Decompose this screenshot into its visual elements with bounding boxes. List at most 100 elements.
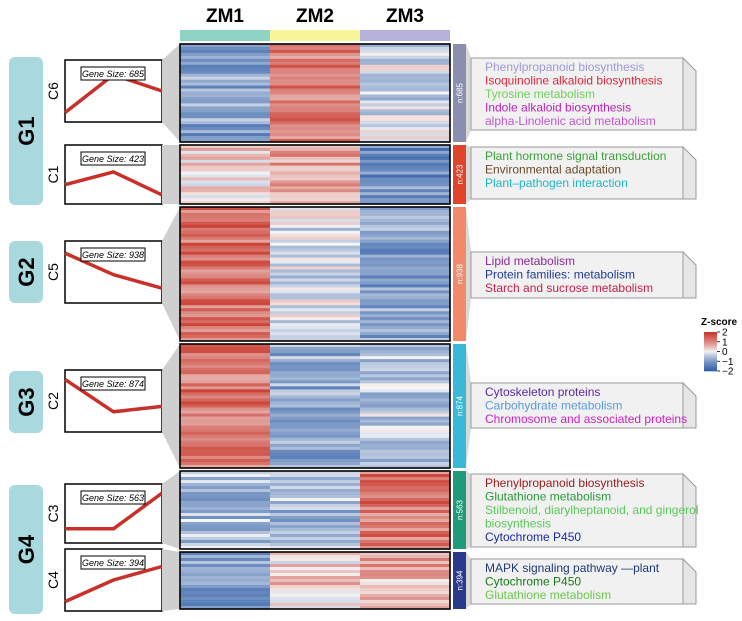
heat-cell-c2 <box>360 353 450 357</box>
cluster-n-label-c5: n:938 <box>456 263 465 284</box>
heat-cell-c1 <box>180 147 270 152</box>
heat-cell-c5 <box>180 245 270 250</box>
wedge-right-c5 <box>466 207 471 341</box>
gene-size-label-c4: Gene Size: 394 <box>82 558 144 568</box>
heat-cell-c6 <box>360 121 450 125</box>
heat-cell-c2 <box>360 359 450 363</box>
heat-cell-c5 <box>180 207 270 211</box>
heat-cell-c2 <box>270 407 360 412</box>
heat-cell-c5 <box>360 251 450 256</box>
term-c3-4: Cytochrome P450 <box>485 530 581 544</box>
heat-cell-c2 <box>180 359 270 363</box>
heat-cell-c1 <box>270 159 360 164</box>
heat-cell-c5 <box>360 326 450 330</box>
cluster-label-c6: C6 <box>45 82 61 100</box>
heat-cell-c1 <box>270 147 360 152</box>
legend-gradient-step <box>704 336 717 339</box>
heat-cell-c6 <box>360 73 450 78</box>
heat-cell-c6 <box>270 127 360 131</box>
heat-cell-c1 <box>360 177 450 181</box>
heat-cell-c6 <box>360 79 450 84</box>
wedge-left-c3 <box>162 471 180 549</box>
heat-cell-c5 <box>180 233 270 238</box>
legend-gradient-step <box>704 352 717 354</box>
heat-cell-c5 <box>270 311 360 315</box>
heat-cell-c2 <box>360 365 450 369</box>
heat-cell-c6 <box>180 94 270 99</box>
heat-cell-c5 <box>180 272 270 277</box>
heat-cell-c1 <box>270 165 360 170</box>
heat-cell-c5 <box>180 338 270 342</box>
heat-cell-c3 <box>270 495 360 499</box>
heat-cell-c6 <box>180 112 270 116</box>
heat-cell-c3 <box>270 474 360 478</box>
heat-cell-c5 <box>180 266 270 271</box>
heat-cell-c6 <box>180 88 270 93</box>
heat-cell-c5 <box>270 323 360 327</box>
heat-cell-c1 <box>180 162 270 167</box>
heat-cell-c2 <box>180 380 270 384</box>
heat-cell-c1 <box>180 171 270 176</box>
heat-cell-c5 <box>180 317 270 321</box>
heat-cell-c5 <box>360 248 450 253</box>
heat-cell-c2 <box>180 347 270 351</box>
heat-cell-c5 <box>270 320 360 324</box>
heat-cell-c4 <box>360 588 450 592</box>
heat-cell-c6 <box>270 52 360 57</box>
term-c1-2: Plant–pathogen interaction <box>485 176 628 190</box>
heat-cell-c1 <box>180 183 270 187</box>
heat-cell-c2 <box>360 404 450 409</box>
heat-cell-c5 <box>270 221 360 226</box>
heat-cell-c6 <box>360 64 450 69</box>
heat-cell-c1 <box>360 159 450 164</box>
legend-gradient-step <box>704 367 717 369</box>
heat-cell-c2 <box>270 350 360 354</box>
term-c6-4: alpha-Linolenic acid metabolism <box>485 114 656 128</box>
gene-size-label-c2: Gene Size: 874 <box>82 379 144 389</box>
heat-cell-c6 <box>180 64 270 69</box>
heat-cell-c5 <box>180 329 270 333</box>
heat-cell-c1 <box>270 186 360 190</box>
heat-cell-c6 <box>360 46 450 51</box>
heat-cell-c1 <box>360 162 450 167</box>
heat-cell-c5 <box>180 251 270 256</box>
wedge-left-c2 <box>162 344 180 468</box>
heat-cell-c5 <box>270 296 360 300</box>
heat-cell-c6 <box>360 52 450 57</box>
term-c6-3: Indole alkaloid biosynthesis <box>485 101 631 115</box>
heat-cell-c6 <box>270 58 360 63</box>
heat-cell-c5 <box>270 278 360 283</box>
heat-cell-c1 <box>180 177 270 181</box>
heat-cell-c4 <box>180 585 270 589</box>
heat-cell-c2 <box>180 404 270 409</box>
heat-cell-c2 <box>180 392 270 397</box>
heat-cell-c5 <box>180 209 270 214</box>
legend-gradient-step <box>704 344 717 346</box>
heat-cell-c2 <box>180 383 270 387</box>
heat-cell-c5 <box>360 323 450 327</box>
heat-cell-c2 <box>180 374 270 378</box>
heat-cell-c2 <box>180 443 270 448</box>
heat-cell-c1 <box>270 189 360 193</box>
group-label-g1: G1 <box>14 116 39 145</box>
heat-cell-c5 <box>180 230 270 235</box>
heat-cell-c5 <box>360 299 450 303</box>
gene-size-label-c5: Gene Size: 938 <box>82 250 144 260</box>
heat-cell-c6 <box>180 97 270 102</box>
heat-cell-c4 <box>270 564 360 568</box>
heat-cell-c2 <box>180 455 270 460</box>
heat-cell-c5 <box>360 254 450 259</box>
heat-cell-c5 <box>180 323 270 327</box>
legend-gradient-step <box>704 343 717 345</box>
heat-cell-c3 <box>180 492 270 496</box>
heat-cell-c5 <box>180 224 270 229</box>
heat-cell-c4 <box>360 585 450 589</box>
heat-cell-c5 <box>180 293 270 297</box>
heat-cell-c5 <box>360 287 450 291</box>
heat-cell-c5 <box>270 242 360 247</box>
heat-cell-c5 <box>270 269 360 274</box>
heat-cell-c3 <box>270 498 360 502</box>
heat-cell-c2 <box>270 410 360 415</box>
heat-cell-c3 <box>360 546 450 550</box>
heat-cell-c5 <box>180 335 270 339</box>
